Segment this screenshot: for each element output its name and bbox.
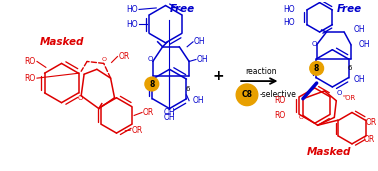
Text: reaction: reaction xyxy=(245,67,276,76)
Text: OH: OH xyxy=(354,25,366,34)
Text: OH: OH xyxy=(197,55,209,64)
Text: Masked: Masked xyxy=(39,37,84,47)
Text: OH: OH xyxy=(194,37,206,46)
Text: OR: OR xyxy=(366,118,377,127)
Circle shape xyxy=(310,61,324,75)
Text: O: O xyxy=(147,56,153,62)
Text: OH: OH xyxy=(164,114,175,122)
Text: OR: OR xyxy=(143,108,154,117)
Text: O: O xyxy=(77,95,83,101)
Text: RO: RO xyxy=(24,74,35,83)
Text: O: O xyxy=(312,41,318,47)
Text: HO: HO xyxy=(127,20,138,29)
Text: C8: C8 xyxy=(242,90,253,99)
Text: OR: OR xyxy=(364,135,375,144)
Text: OH: OH xyxy=(193,96,204,105)
Text: OH: OH xyxy=(359,40,370,49)
Text: Free: Free xyxy=(336,4,362,15)
Text: OH: OH xyxy=(354,75,366,84)
Text: RO: RO xyxy=(274,111,285,120)
Circle shape xyxy=(236,84,258,106)
Text: HO: HO xyxy=(284,18,295,27)
Circle shape xyxy=(145,77,159,91)
Text: RO: RO xyxy=(24,57,35,66)
Text: +: + xyxy=(213,69,225,83)
Text: Free: Free xyxy=(170,4,195,15)
Text: -selective: -selective xyxy=(260,90,297,99)
Text: 8: 8 xyxy=(149,80,155,89)
Text: Masked: Masked xyxy=(307,147,352,157)
Text: OR: OR xyxy=(118,52,130,61)
Text: OR: OR xyxy=(131,126,143,135)
Text: "OR: "OR xyxy=(342,95,355,101)
Text: HO: HO xyxy=(127,5,138,14)
Text: 8: 8 xyxy=(314,64,319,73)
Text: HO: HO xyxy=(284,5,295,14)
Text: 6: 6 xyxy=(348,65,352,71)
Text: O: O xyxy=(299,115,304,120)
Text: O: O xyxy=(101,57,106,62)
Text: O: O xyxy=(336,90,342,96)
Text: OH: OH xyxy=(164,108,175,117)
Text: RO: RO xyxy=(274,96,285,105)
Text: 6: 6 xyxy=(186,86,191,92)
